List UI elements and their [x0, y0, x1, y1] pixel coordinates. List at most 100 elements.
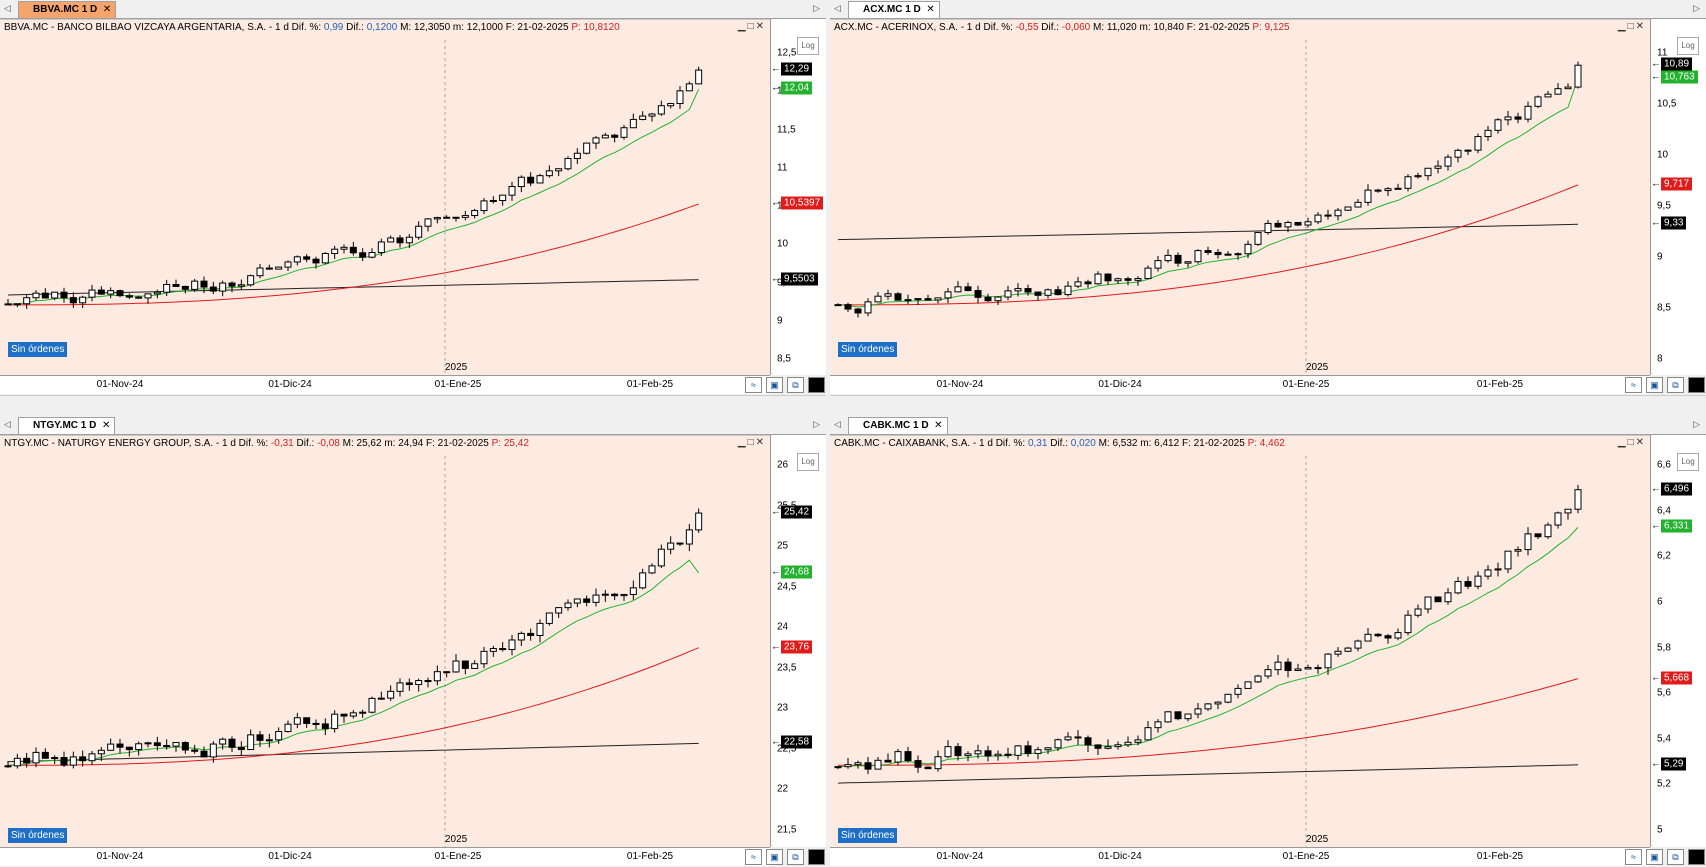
restore-icon[interactable]: ⧉: [1667, 377, 1684, 393]
chart-area[interactable]: CABK.MC - CAIXABANK, S.A. - 1 d Dif. %: …: [830, 435, 1650, 848]
tab-scroll-left-icon[interactable]: ◁: [834, 419, 841, 429]
save-icon[interactable]: ▣: [766, 377, 783, 393]
y-axis[interactable]: Log 12,51211,51110,5109,598,512,2912,041…: [770, 19, 826, 375]
tab-scroll-right-icon[interactable]: ▷: [813, 419, 820, 429]
candle-body: [1264, 669, 1272, 677]
tab-cabk[interactable]: CABK.MC 1 D ✕: [848, 417, 948, 434]
indicator-icon[interactable]: ≈: [1625, 849, 1642, 865]
candlestick-plot: [4, 40, 703, 376]
save-icon[interactable]: ▣: [766, 849, 783, 865]
candle-body: [1334, 650, 1342, 655]
x-tick-label: 01-Nov-24: [936, 379, 984, 390]
price-tag: 9,33: [1651, 216, 1687, 230]
x-axis[interactable]: 01-Nov-24 01-Dic-24 01-Ene-25 01-Feb-25: [830, 375, 1650, 394]
y-tick-label: 10,5: [1657, 98, 1677, 110]
color-swatch-button[interactable]: [808, 377, 825, 393]
candle-body: [135, 296, 143, 299]
status-badge: Sin órdenes: [8, 342, 68, 357]
candle-body: [1014, 288, 1022, 292]
candle-body: [191, 749, 199, 752]
x-axis[interactable]: 01-Nov-24 01-Dic-24 01-Ene-25 01-Feb-25: [830, 847, 1650, 866]
candle-body: [1374, 189, 1382, 192]
window-buttons[interactable]: ▁□✕: [737, 437, 766, 448]
log-scale-button[interactable]: Log: [1677, 453, 1699, 471]
tab-scroll-left-icon[interactable]: ◁: [4, 3, 11, 13]
candle-body: [1124, 741, 1132, 746]
candle-body: [79, 756, 87, 762]
indicator-icon[interactable]: ≈: [745, 849, 762, 865]
restore-icon[interactable]: ⧉: [1667, 849, 1684, 865]
indicator-icon[interactable]: ≈: [745, 377, 762, 393]
tab-acx[interactable]: ACX.MC 1 D ✕: [848, 1, 940, 18]
title-p: P: 9,125: [1252, 22, 1290, 33]
year-marker: 2025: [445, 834, 468, 845]
candle-body: [499, 648, 507, 651]
chart-area[interactable]: BBVA.MC - BANCO BILBAO VIZCAYA ARGENTARI…: [0, 19, 770, 376]
candle-body: [1454, 581, 1462, 594]
log-scale-button[interactable]: Log: [1677, 37, 1699, 55]
indicator-icon[interactable]: ≈: [1625, 377, 1642, 393]
y-tick-label: 6,6: [1657, 459, 1671, 471]
y-axis[interactable]: Log 2625,52524,52423,52322,52221,525,422…: [770, 435, 826, 847]
tab-scroll-left-icon[interactable]: ◁: [4, 419, 11, 429]
x-axis[interactable]: 01-Nov-24 01-Dic-24 01-Ene-25 01-Feb-25: [0, 847, 770, 866]
restore-icon[interactable]: ⧉: [787, 849, 804, 865]
restore-icon[interactable]: ⧉: [787, 377, 804, 393]
tab-bbva[interactable]: BBVA.MC 1 D ✕: [18, 1, 117, 18]
candle-body: [303, 717, 311, 724]
title-pct: -0,55: [1015, 22, 1039, 33]
x-tick-label: 01-Ene-25: [1282, 379, 1330, 390]
moving-average-short: [837, 527, 1579, 768]
candle-body: [32, 292, 40, 299]
horizontal-scrollbar[interactable]: [830, 395, 1706, 406]
candle-body: [1504, 116, 1512, 121]
candle-body: [163, 284, 171, 293]
log-scale-button[interactable]: Log: [797, 453, 819, 471]
candle-body: [349, 712, 357, 717]
tab-scroll-right-icon[interactable]: ▷: [813, 3, 820, 13]
y-axis[interactable]: Log 11 10,5 10 9,5 9 8,5 8 10,8910,763 9,717 9,33: [1650, 19, 1706, 375]
candle-body: [1324, 214, 1332, 217]
color-swatch-button[interactable]: [808, 849, 825, 865]
log-scale-button[interactable]: Log: [797, 37, 819, 55]
tab-scroll-right-icon[interactable]: ▷: [1693, 419, 1700, 429]
candle-body: [1384, 188, 1392, 192]
color-swatch-button[interactable]: [1688, 849, 1705, 865]
window-buttons[interactable]: ▁□✕: [1617, 21, 1646, 32]
tab-scroll-left-icon[interactable]: ◁: [834, 3, 841, 13]
y-tick-label: 22: [777, 783, 789, 795]
candle-body: [592, 594, 600, 603]
tab-ntgy[interactable]: NTGY.MC 1 D ✕: [18, 417, 116, 434]
candle-body: [517, 632, 525, 641]
candle-body: [1464, 581, 1472, 587]
chart-area[interactable]: NTGY.MC - NATURGY ENERGY GROUP, S.A. - 1…: [0, 435, 770, 848]
x-tick-label: 01-Ene-25: [1282, 851, 1330, 862]
candle-body: [1014, 745, 1022, 756]
candle-body: [934, 756, 942, 770]
save-icon[interactable]: ▣: [1646, 849, 1663, 865]
price-tag: 5,29: [1651, 757, 1687, 771]
candle-body: [1004, 290, 1012, 298]
x-axis[interactable]: 01-Nov-24 01-Dic-24 01-Ene-25 01-Feb-25: [0, 375, 770, 394]
candle-body: [1104, 746, 1112, 749]
close-icon[interactable]: ✕: [102, 4, 112, 15]
candle-body: [415, 680, 423, 686]
candle-body: [377, 697, 385, 700]
close-icon[interactable]: ✕: [101, 420, 111, 431]
candle-body: [32, 751, 40, 764]
save-icon[interactable]: ▣: [1646, 377, 1663, 393]
candle-body: [1354, 201, 1362, 208]
color-swatch-button[interactable]: [1688, 377, 1705, 393]
candle-body: [1434, 165, 1442, 169]
y-axis[interactable]: Log 6,6 6,4 6,2 6 5,8 5,6 5,4 5,2 5 6,496 6,331 5,6…: [1650, 435, 1706, 847]
window-buttons[interactable]: ▁□✕: [1617, 437, 1646, 448]
close-icon[interactable]: ✕: [926, 4, 935, 15]
status-badge: Sin órdenes: [8, 828, 68, 843]
candle-body: [1574, 64, 1582, 88]
window-buttons[interactable]: ▁□✕: [737, 21, 766, 32]
close-icon[interactable]: ✕: [934, 420, 943, 431]
horizontal-scrollbar[interactable]: [0, 395, 826, 406]
tab-scroll-right-icon[interactable]: ▷: [1693, 3, 1700, 13]
candle-body: [527, 176, 535, 184]
chart-area[interactable]: ACX.MC - ACERINOX, S.A. - 1 d Dif. %: -0…: [830, 19, 1650, 376]
